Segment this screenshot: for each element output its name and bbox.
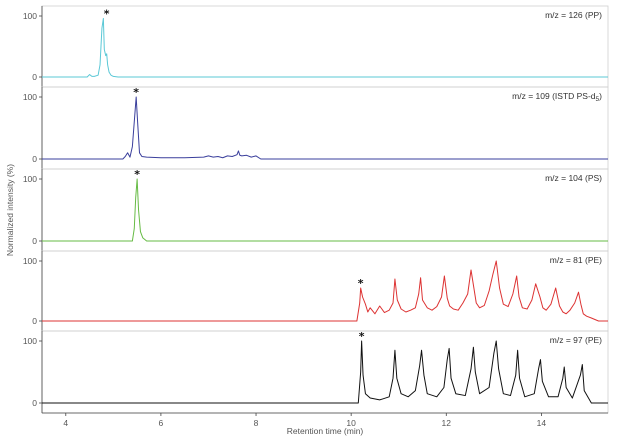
panel-frame [41,330,609,414]
y-tick-label: 0 [32,72,37,82]
panel-frame [41,250,609,332]
panel-frame [41,5,609,88]
panel-annotation: m/z = 81 (PE) [550,255,602,265]
y-tick-label: 0 [32,398,37,408]
x-tick-label: 8 [254,418,259,428]
panel-frame [41,168,609,252]
x-tick-label: 14 [537,418,547,428]
x-tick-label: 10 [346,418,356,428]
series-line [42,96,608,160]
panel-annotation: m/z = 104 (PS) [545,173,602,183]
y-tick-label: 100 [23,11,37,21]
peak-marker: * [134,168,140,181]
peak-marker: * [358,277,364,290]
x-tick-label: 12 [442,418,452,428]
y-tick-label: 100 [23,256,37,266]
series-line [42,17,608,78]
panel-annotation: m/z = 109 (ISTD PS-d5) [512,91,602,103]
y-tick-label: 100 [23,174,37,184]
peak-marker: * [359,330,365,343]
x-tick-label: 4 [63,418,68,428]
series-line [42,340,608,404]
x-tick-label: 6 [159,418,164,428]
y-tick-label: 0 [32,154,37,164]
y-axis-label: Normalized intensity (%) [5,164,15,256]
peak-marker: * [133,86,139,99]
series-line [42,178,608,242]
series-line [42,260,608,322]
y-tick-label: 0 [32,236,37,246]
y-tick-label: 100 [23,336,37,346]
x-axis-label: Retention time (min) [287,426,364,436]
panel-annotation: m/z = 97 (PE) [550,335,602,345]
y-tick-label: 100 [23,92,37,102]
y-tick-label: 0 [32,316,37,326]
panel-annotation: m/z = 126 (PP) [545,10,602,20]
peak-marker: * [104,7,110,20]
